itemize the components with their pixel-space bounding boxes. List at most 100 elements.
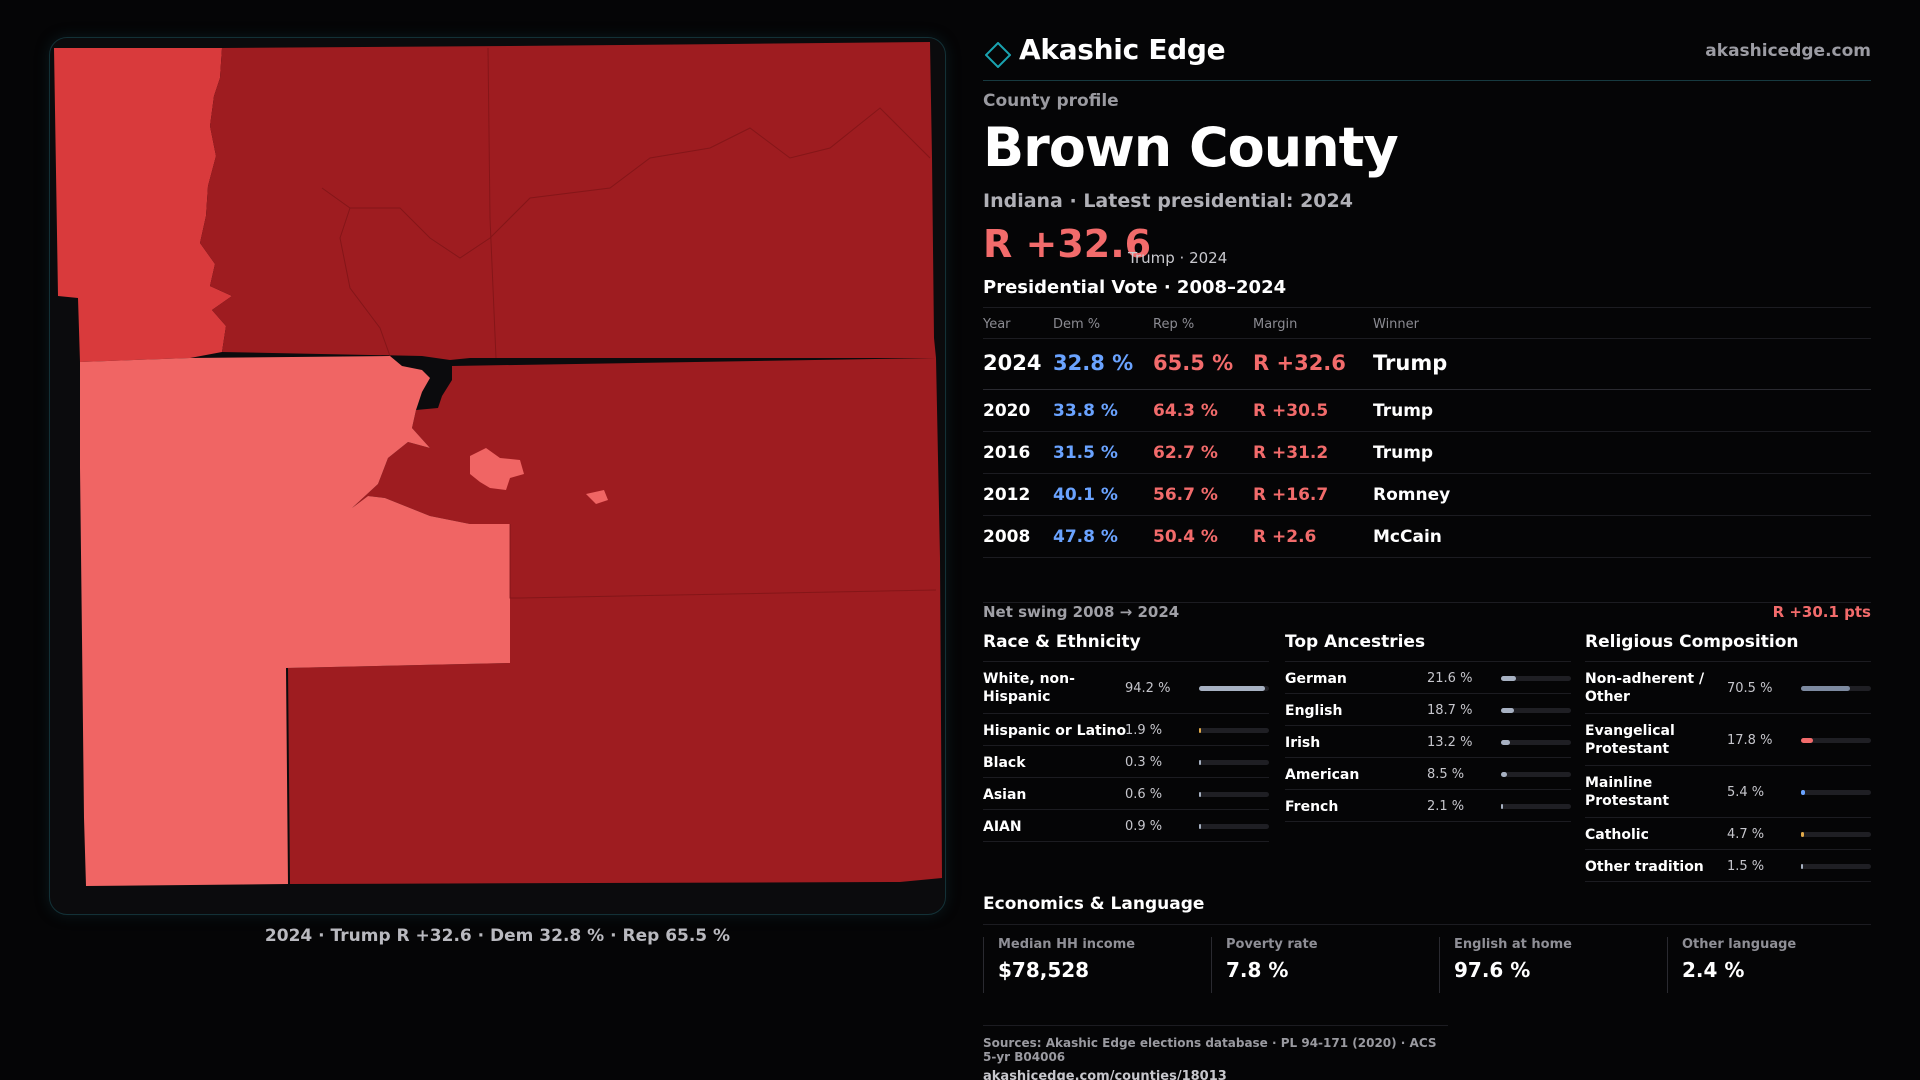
headline-detail: Trump · 2024 <box>1128 249 1228 267</box>
share-bar-fill <box>1501 772 1507 777</box>
share-bar <box>1199 792 1269 797</box>
county-url-link[interactable]: akashicedge.com/counties/18013 <box>983 1069 1227 1080</box>
econ-label: Poverty rate <box>1226 937 1318 952</box>
map-caption: 2024 · Trump R +32.6 · Dem 32.8 % · Rep … <box>264 926 731 946</box>
item-label: Other tradition <box>1585 859 1704 875</box>
share-bar <box>1801 686 1871 691</box>
row-dem: 40.1 % <box>1053 485 1118 505</box>
item-label: Catholic <box>1585 827 1649 843</box>
share-bar <box>1199 824 1269 829</box>
list-item: AIAN 0.9 % <box>983 810 1269 842</box>
item-label: Non-adherent / Other <box>1585 671 1705 705</box>
share-bar-fill <box>1501 708 1514 713</box>
column-header-margin: Margin <box>1253 317 1298 332</box>
econ-cell-income: Median HH income $78,528 <box>983 937 1208 993</box>
race-ethnicity-section: Race & Ethnicity White, non-Hispanic 94.… <box>983 630 1269 842</box>
share-bar-fill <box>1199 728 1201 733</box>
share-bar-fill <box>1501 676 1516 681</box>
table-row: 2024 32.8 % 65.5 % R +32.6 Trump <box>983 339 1871 390</box>
list-item: Catholic 4.7 % <box>1585 818 1871 850</box>
item-value: 94.2 % <box>1125 681 1171 696</box>
economics-grid: Median HH income $78,528 Poverty rate 7.… <box>983 924 1871 996</box>
row-winner: Trump <box>1373 351 1448 375</box>
item-value: 18.7 % <box>1427 703 1473 718</box>
row-rep: 62.7 % <box>1153 443 1218 463</box>
map-region-northeast[interactable] <box>200 42 936 360</box>
row-dem: 33.8 % <box>1053 401 1118 421</box>
table-row: 2016 31.5 % 62.7 % R +31.2 Trump <box>983 432 1871 474</box>
share-bar <box>1199 686 1269 691</box>
item-value: 0.6 % <box>1125 787 1163 802</box>
table-row: 2008 47.8 % 50.4 % R +2.6 McCain <box>983 516 1871 558</box>
row-rep: 56.7 % <box>1153 485 1218 505</box>
map-region-town-east[interactable] <box>586 490 608 504</box>
share-bar <box>1501 740 1571 745</box>
share-bar <box>1801 864 1871 869</box>
item-value: 17.8 % <box>1727 733 1773 748</box>
share-bar <box>1801 790 1871 795</box>
share-bar-fill <box>1199 824 1201 829</box>
headline-margin: R +32.6 <box>983 222 1152 266</box>
presidential-vote-table: Year Dem % Rep % Margin Winner 2024 32.8… <box>983 307 1871 558</box>
row-dem: 32.8 % <box>1053 351 1134 375</box>
net-swing-label: Net swing 2008 → 2024 <box>983 603 1180 621</box>
column-header-winner: Winner <box>1373 317 1420 332</box>
econ-value: $78,528 <box>998 958 1090 982</box>
brand-name[interactable]: Akashic Edge <box>1019 33 1226 66</box>
profile-panel: Akashic Edge akashicedge.com County prof… <box>983 30 1871 1080</box>
econ-value: 2.4 % <box>1682 958 1745 982</box>
header: Akashic Edge akashicedge.com <box>983 30 1871 81</box>
share-bar-fill <box>1801 864 1803 869</box>
list-item: Asian 0.6 % <box>983 778 1269 810</box>
list-item: Mainline Protestant 5.4 % <box>1585 766 1871 818</box>
item-label: Irish <box>1285 735 1321 751</box>
item-value: 0.9 % <box>1125 819 1163 834</box>
item-value: 0.3 % <box>1125 755 1163 770</box>
row-year: 2016 <box>983 443 1031 463</box>
item-label: German <box>1285 671 1347 687</box>
list-item: German 21.6 % <box>1285 662 1571 694</box>
map-region-southeast[interactable] <box>286 358 942 884</box>
econ-cell-other-language: Other language 2.4 % <box>1667 937 1867 993</box>
share-bar <box>1801 832 1871 837</box>
county-precinct-map[interactable] <box>50 38 946 915</box>
page-title: Brown County <box>983 116 1399 179</box>
econ-value: 97.6 % <box>1454 958 1531 982</box>
econ-cell-english: English at home 97.6 % <box>1439 937 1664 993</box>
diamond-outline-icon <box>985 42 1011 68</box>
list-item: Hispanic or Latino 1.9 % <box>983 714 1269 746</box>
net-swing-row: Net swing 2008 → 2024 R +30.1 pts <box>983 602 1871 628</box>
econ-cell-poverty: Poverty rate 7.8 % <box>1211 937 1436 993</box>
econ-label: English at home <box>1454 937 1572 952</box>
share-bar-fill <box>1199 686 1265 691</box>
row-winner: Romney <box>1373 485 1451 505</box>
profile-label: County profile <box>983 91 1119 111</box>
column-header-year: Year <box>983 317 1011 332</box>
row-winner: Trump <box>1373 401 1434 421</box>
religion-section: Religious Composition Non-adherent / Oth… <box>1585 630 1871 882</box>
map-region-town[interactable] <box>470 448 524 490</box>
site-url-link[interactable]: akashicedge.com <box>1705 41 1871 61</box>
row-margin: R +32.6 <box>1253 351 1346 375</box>
item-value: 2.1 % <box>1427 799 1465 814</box>
share-bar <box>1501 804 1571 809</box>
item-value: 5.4 % <box>1727 785 1765 800</box>
table-row: 2012 40.1 % 56.7 % R +16.7 Romney <box>983 474 1871 516</box>
row-year: 2020 <box>983 401 1031 421</box>
list-item: American 8.5 % <box>1285 758 1571 790</box>
share-bar-fill <box>1801 832 1804 837</box>
share-bar <box>1501 676 1571 681</box>
ancestries-title: Top Ancestries <box>1285 630 1571 662</box>
list-item: Irish 13.2 % <box>1285 726 1571 758</box>
list-item: Evangelical Protestant 17.8 % <box>1585 714 1871 766</box>
row-dem: 31.5 % <box>1053 443 1118 463</box>
share-bar <box>1199 728 1269 733</box>
item-value: 4.7 % <box>1727 827 1765 842</box>
map-region-southwest[interactable] <box>80 356 510 886</box>
item-label: Black <box>983 755 1026 771</box>
table-row: 2020 33.8 % 64.3 % R +30.5 Trump <box>983 390 1871 432</box>
map-region-northwest[interactable] <box>54 48 232 362</box>
item-label: American <box>1285 767 1360 783</box>
row-winner: McCain <box>1373 527 1442 547</box>
item-label: Mainline Protestant <box>1585 775 1670 809</box>
